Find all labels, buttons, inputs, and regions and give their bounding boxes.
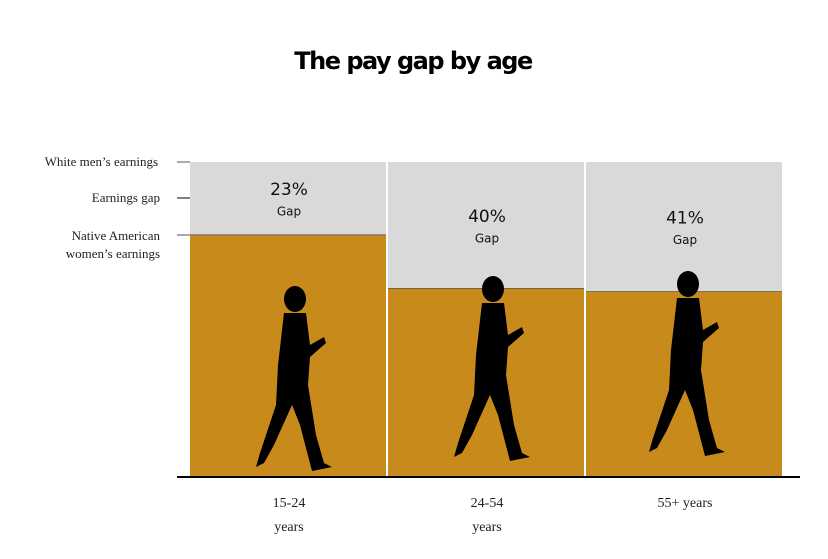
figure-body	[256, 313, 332, 471]
data-label: 23%	[270, 180, 308, 200]
data-label: 40%	[468, 207, 506, 227]
data-sublabel: Gap	[475, 232, 499, 246]
data-sublabel: Gap	[277, 205, 301, 219]
legend-label: White men’s earnings	[44, 154, 158, 169]
bar-segment	[388, 162, 584, 288]
x-tick-label: 24-54 years	[470, 496, 504, 535]
legend-label: Earnings gap	[91, 190, 160, 205]
data-sublabel: Gap	[673, 233, 697, 247]
legend-label: Native American women’s earnings	[10, 227, 160, 263]
figure-head	[482, 276, 504, 302]
figure-body	[454, 303, 530, 461]
chart-title: The pay gap by age	[294, 47, 533, 75]
x-tick-label: 55+ years	[657, 496, 713, 511]
figure-head	[284, 286, 306, 312]
figure-head	[677, 271, 699, 297]
bar-segment	[190, 162, 386, 235]
x-tick-label: 15-24 years	[272, 496, 306, 535]
data-label: 41%	[666, 209, 704, 229]
legend-text: Native American women’s earnings	[65, 228, 160, 261]
bar-segment	[586, 162, 782, 292]
figure-body	[649, 298, 725, 456]
